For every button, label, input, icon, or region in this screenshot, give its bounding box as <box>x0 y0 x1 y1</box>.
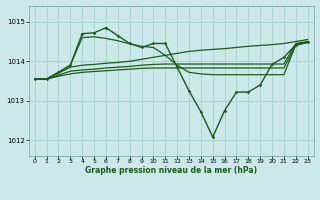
X-axis label: Graphe pression niveau de la mer (hPa): Graphe pression niveau de la mer (hPa) <box>85 166 257 175</box>
